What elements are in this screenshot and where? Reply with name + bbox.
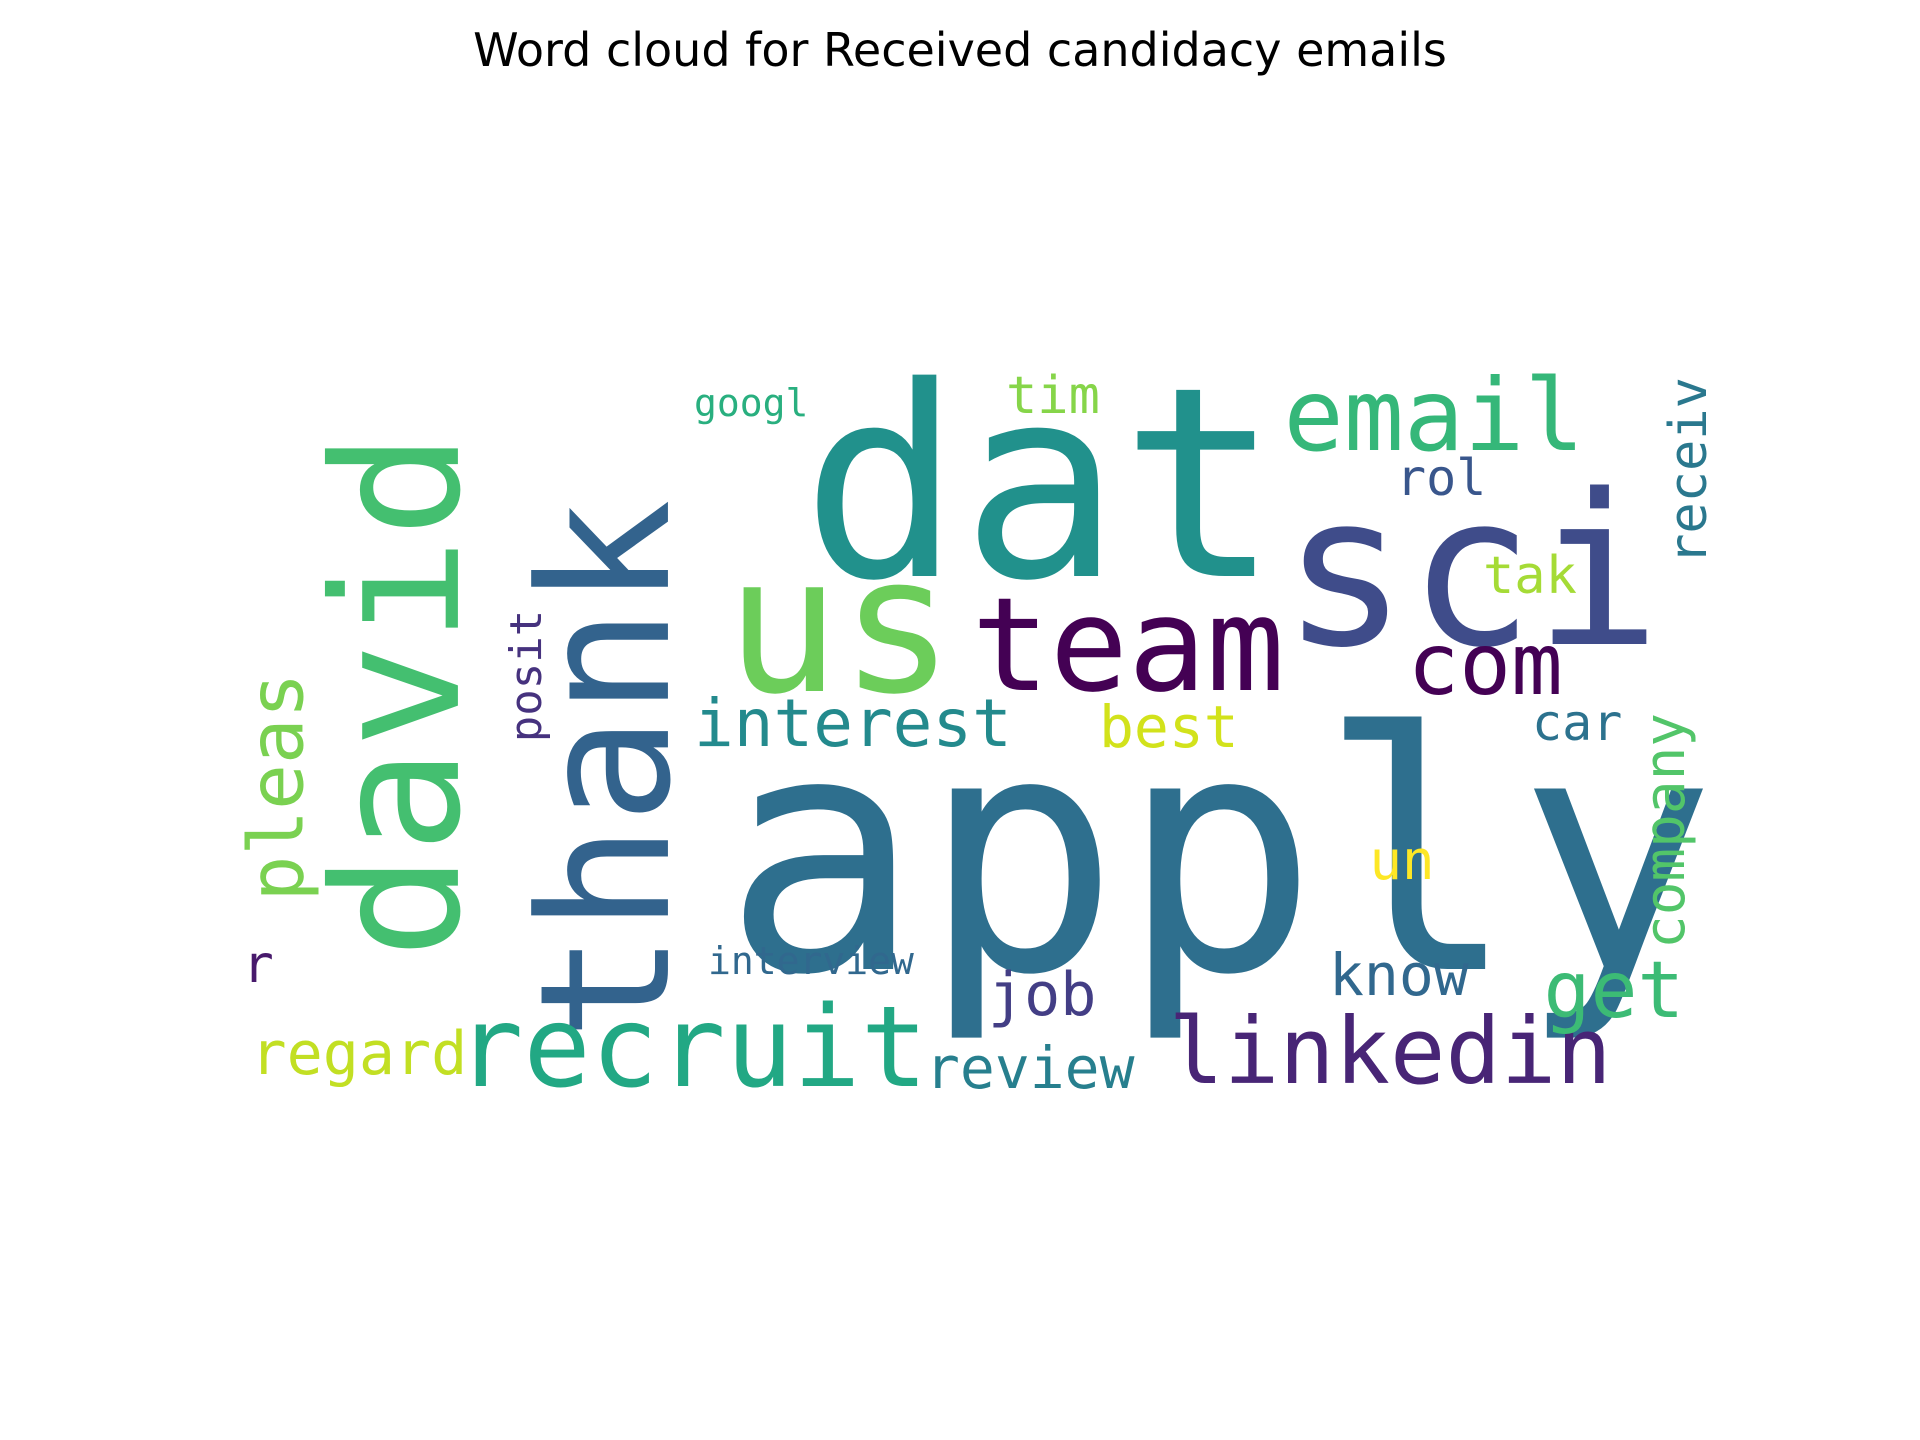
word-regard: regard [250,1019,468,1089]
word-job: job [988,960,1097,1030]
word-rol: rol [1396,449,1487,507]
word-apply: apply [722,663,1716,1047]
word-get: get [1543,946,1685,1036]
word-posit: posit [501,609,553,743]
word-best: best [1099,693,1239,761]
word-linkedin: linkedin [1168,998,1612,1105]
word-thank: thank [501,499,711,1041]
word-car: car [1532,694,1623,752]
word-com: com [1407,615,1563,715]
word-dat: dat [801,330,1281,639]
word-review: review [925,1034,1135,1102]
word-david: david [296,431,500,959]
word-r: r [242,935,274,995]
word-tim: tim [1006,366,1100,426]
word-sci: sci [1281,449,1661,694]
word-tak: tak [1483,546,1577,606]
word-us: us [725,515,955,736]
word-email: email [1283,357,1585,474]
word-interview: interview [708,939,914,983]
word-company: company [1633,712,1699,950]
word-un: un [1369,829,1435,892]
word-recruit: recruit [456,983,929,1113]
word-googl: googl [694,381,809,425]
word-know: know [1329,941,1469,1009]
chart-title: Word cloud for Received candidacy emails [473,23,1447,77]
word-team: team [971,569,1285,721]
word-pleas: pleas [230,672,320,902]
word-receiv: receiv [1658,377,1719,565]
word-interest: interest [694,685,1012,762]
